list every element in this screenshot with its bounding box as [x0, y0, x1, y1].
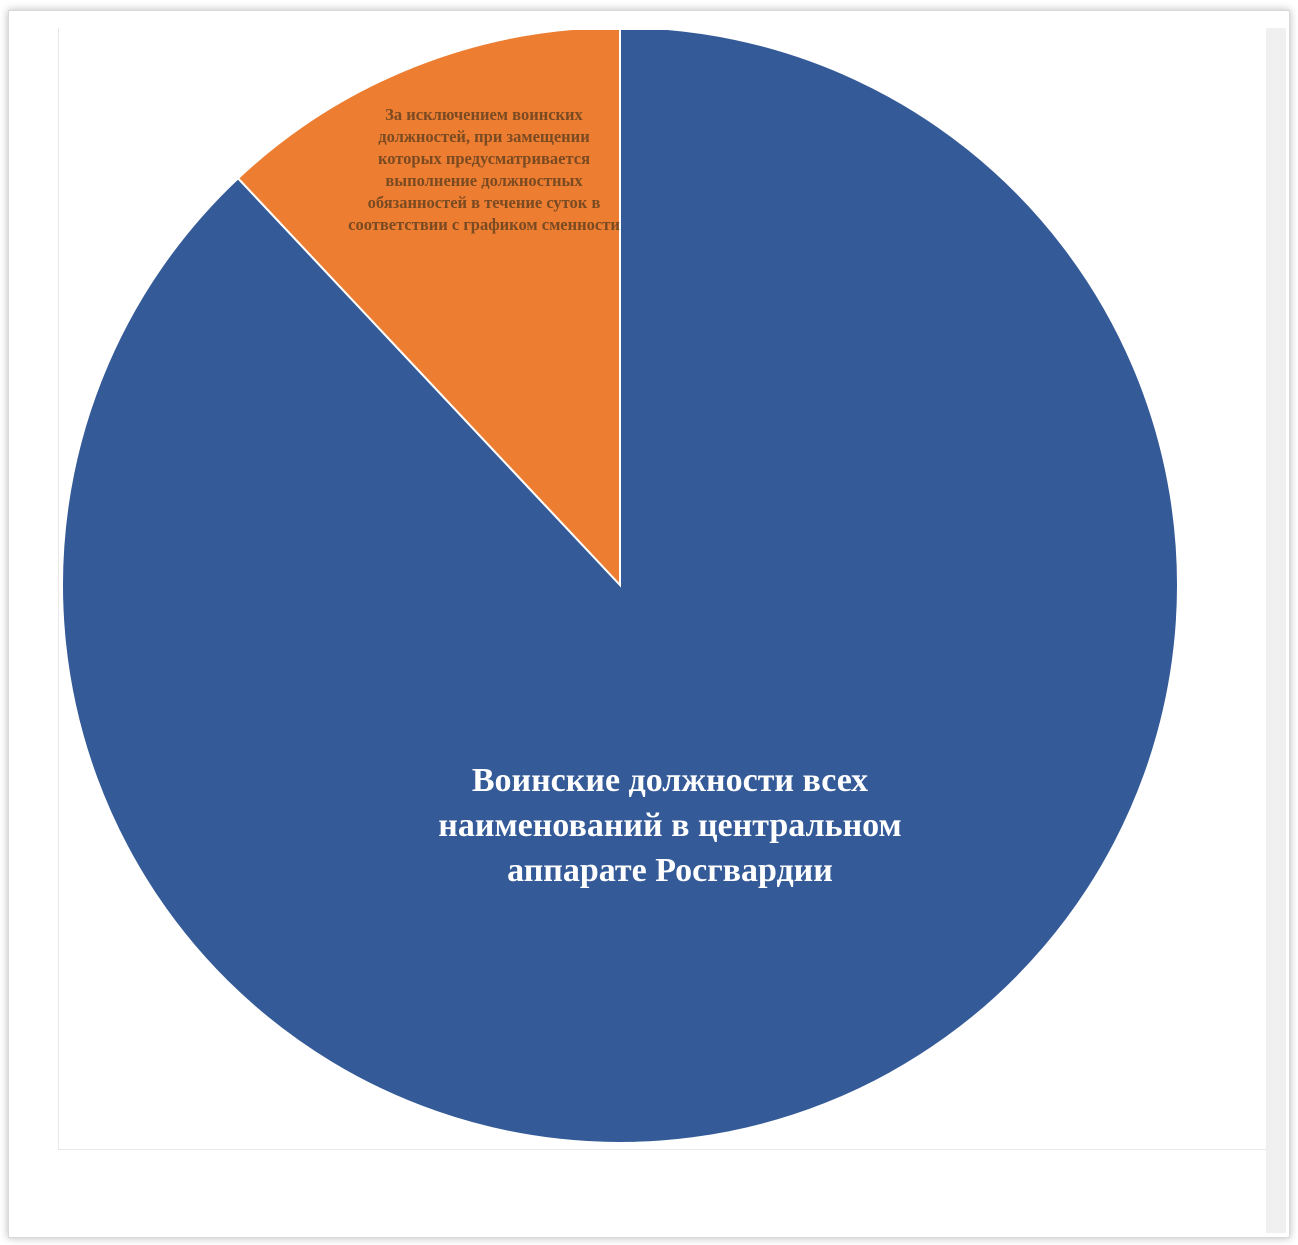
pie-slice-central-apparatus	[61, 30, 1179, 1144]
scrollbar-track	[1266, 28, 1286, 1233]
plot-area	[58, 28, 1268, 1150]
pie-slice-exception	[236, 30, 621, 588]
slice-label-central-apparatus: Воинские должности всех наименований в ц…	[438, 762, 902, 889]
slice-label-exception: За исключением воинских должностей, при …	[348, 105, 620, 234]
